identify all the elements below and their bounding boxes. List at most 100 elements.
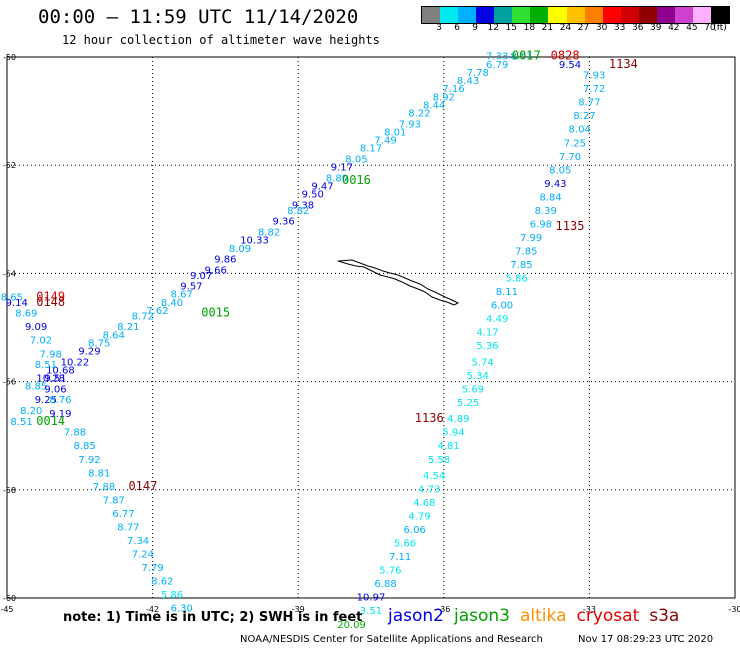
credit-text: NOAA/NESDIS Center for Satellite Applica…: [240, 634, 543, 645]
wave-height-value: 8.67: [171, 290, 193, 301]
legend-label: 33: [613, 23, 626, 33]
credit-timestamp: Nov 17 08:29:23 UTC 2020: [578, 634, 714, 645]
wave-height-value: 8.05: [345, 154, 367, 165]
wave-height-value: 7.93: [399, 119, 421, 130]
legend-swatch: [422, 7, 441, 23]
lon-tick-label: -36: [437, 605, 450, 614]
wave-height-value: 5.66: [394, 539, 416, 550]
pass-time-label: 0148: [36, 295, 65, 309]
legend-swatch: [620, 7, 639, 23]
satellite-legend-item: s3a: [649, 606, 680, 626]
wave-height-value: 4.79: [408, 512, 430, 523]
wave-height-value: 5.25: [457, 398, 479, 409]
wave-height-value: 9.17: [331, 163, 353, 174]
wave-height-value: 7.99: [520, 233, 542, 244]
wave-height-value: 5.94: [442, 428, 464, 439]
wave-height-value: 7.34: [127, 536, 149, 547]
pass-time-label: 1134: [609, 57, 638, 71]
legend-label: 39: [650, 23, 662, 33]
wave-height-value: 7.62: [146, 306, 168, 317]
wave-height-value: 8.27: [573, 111, 595, 122]
wave-height-value: 8.17: [360, 144, 382, 155]
wave-height-value: 7.85: [510, 260, 532, 271]
legend-label: 21: [541, 23, 554, 33]
pass-time-label: 0149: [36, 289, 65, 303]
lon-tick-label: -42: [146, 605, 159, 614]
lat-tick-label: -58: [3, 486, 16, 495]
wave-height-value: 5.69: [462, 384, 484, 395]
wave-height-value: 9.06: [44, 384, 66, 395]
wave-height-value: 8.21: [117, 322, 139, 333]
legend-swatch: [638, 7, 657, 23]
lat-tick-label: -52: [3, 161, 16, 170]
wave-height-value: 9.50: [302, 190, 324, 201]
wave-height-value: 5.58: [428, 455, 450, 466]
wave-height-value: 8.69: [15, 309, 37, 320]
wave-height-value: 5.36: [476, 341, 498, 352]
wave-height-value: 7.49: [374, 136, 396, 147]
legend-label: 12: [487, 23, 499, 33]
wave-height-value: 7.33: [486, 52, 508, 63]
legend-swatch: [440, 7, 459, 23]
wave-height-value: 6.30: [171, 604, 193, 615]
wave-height-value: 4.81: [438, 441, 460, 452]
lon-tick-label: -33: [583, 605, 596, 614]
wave-height-value: 8.51: [35, 360, 57, 371]
wave-height-value: 7.11: [389, 552, 411, 563]
observation-labels: 7.33 8.019.546.797.788.437.168.928.448.22…: [1, 52, 606, 631]
wave-height-value: 8.01: [384, 127, 406, 138]
wave-height-value: 8.75: [88, 338, 110, 349]
color-scale-labels: 3 6 9 12 15 18 21 24 27 30 33 36 39 42 45 70 (ft): [421, 23, 728, 35]
wave-height-value: 8.22: [408, 109, 430, 120]
wave-height-value: 5.86: [505, 274, 527, 285]
wave-height-value: 10.22: [61, 357, 90, 368]
legend-label: 18: [523, 23, 536, 33]
wave-height-value: 8.82: [287, 206, 309, 217]
pass-time-label: 1136: [415, 411, 444, 425]
legend-label: 42: [668, 23, 680, 33]
wave-height-value: 8.80: [326, 173, 348, 184]
wave-height-value: 10.33: [240, 236, 269, 247]
wave-height-value: 7.70: [559, 152, 581, 163]
wave-height-value: 8.01: [510, 52, 532, 63]
legend-swatch: [530, 7, 549, 23]
lon-tick-label: -30: [728, 605, 740, 614]
wave-height-value: 8.77: [117, 522, 139, 533]
wave-height-value: 9.47: [311, 182, 333, 193]
wave-height-value: 7.92: [78, 455, 100, 466]
lat-tick-label: -60: [3, 594, 16, 603]
wave-height-value: 7.87: [103, 495, 125, 506]
wave-height-value: 4.73: [418, 485, 440, 496]
legend-label: 70: [704, 23, 716, 33]
wave-height-value: 8.82: [258, 228, 280, 239]
wave-height-value: 9.57: [180, 282, 202, 293]
wave-height-value: 9.19: [49, 409, 71, 420]
legend-swatch: [548, 7, 567, 23]
wave-height-value: 10.97: [357, 593, 386, 604]
wave-height-value: 7.88: [93, 482, 115, 493]
wave-height-value: 8.62: [151, 576, 173, 587]
pass-time-label: 0828: [551, 49, 580, 63]
wave-height-value: 8.65: [1, 292, 23, 303]
wave-height-value: 5.76: [379, 566, 401, 577]
pass-time-label: 1135: [556, 219, 585, 233]
wave-height-value: 6.98: [530, 219, 552, 230]
wave-height-value: 4.49: [486, 314, 508, 325]
wave-height-value: 9.66: [205, 265, 227, 276]
wave-height-value: 7.24: [132, 549, 154, 560]
wave-height-value: 8.40: [161, 298, 183, 309]
wave-height-value: 9.51: [44, 374, 66, 385]
wave-height-value: 3.51: [360, 606, 382, 617]
wave-height-value: 10.68: [46, 365, 75, 376]
wave-height-value: 7.85: [515, 246, 537, 257]
legend-swatch: [692, 7, 711, 23]
wave-height-value: 6.79: [486, 60, 508, 71]
satellite-legend-item: cryosat: [576, 606, 640, 626]
wave-height-value: 9.38: [292, 200, 314, 211]
wave-height-value: 7.78: [467, 68, 489, 79]
wave-height-value: 5.86: [161, 590, 183, 601]
legend-label: 27: [577, 23, 590, 33]
wave-height-value: 9.07: [190, 271, 212, 282]
